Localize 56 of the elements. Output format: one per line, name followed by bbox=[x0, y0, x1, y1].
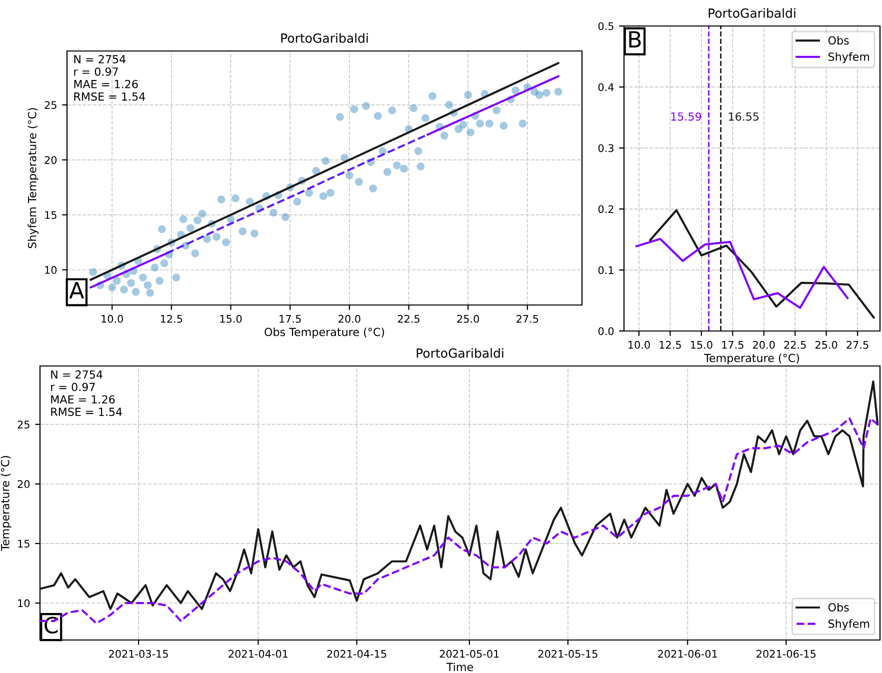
y-tick-label: 20 bbox=[44, 156, 57, 164]
y-tick-label: 10 bbox=[45, 266, 57, 274]
chart-title: PortoGaribaldi bbox=[281, 33, 368, 43]
y-tick-label: 15 bbox=[18, 540, 30, 548]
x-tick-label: 10.0 bbox=[102, 314, 123, 323]
y-axis-title: Shyfem Temperature (°C) bbox=[28, 108, 38, 248]
x-tick-label: 20.0 bbox=[753, 340, 775, 349]
y-tick-label: 20 bbox=[18, 480, 30, 488]
x-tick-label: 22.5 bbox=[784, 340, 806, 349]
x-tick-label: 17.5 bbox=[280, 315, 301, 323]
y-tick-label: 15 bbox=[45, 211, 56, 219]
x-tick-label: 10.0 bbox=[628, 340, 650, 349]
y-tick-label: 0.4 bbox=[598, 83, 614, 92]
annotation: B bbox=[629, 31, 641, 48]
annotation: N = 2754 r = 0.97 MAE = 1.26 RMSE = 1.54 bbox=[74, 55, 146, 101]
chart-title: PortoGaribaldi bbox=[708, 8, 796, 18]
x-tick-label: 12.5 bbox=[660, 340, 681, 349]
y-tick-label: 0.0 bbox=[598, 327, 614, 336]
x-tick-label: 25.0 bbox=[457, 314, 479, 323]
x-tick-label: 15.0 bbox=[690, 340, 712, 349]
x-tick-label: 2021-04-01 bbox=[228, 650, 288, 658]
x-tick-label: 2021-05-01 bbox=[440, 650, 499, 658]
annotation: A bbox=[69, 282, 84, 298]
y-tick-label: 25 bbox=[18, 420, 30, 428]
y-tick-label: 25 bbox=[44, 101, 56, 109]
line-series bbox=[40, 380, 879, 610]
x-tick-label: 2021-06-01 bbox=[658, 650, 717, 658]
x-tick-label: 15.0 bbox=[220, 314, 242, 323]
ref-line-label: 15.59 bbox=[671, 112, 702, 121]
x-tick-label: 17.5 bbox=[722, 341, 744, 349]
y-tick-label: 10 bbox=[18, 599, 30, 608]
x-axis-title: Obs Temperature (°C) bbox=[264, 328, 384, 338]
x-axis-title: Temperature (°C) bbox=[704, 354, 799, 364]
legend-label: Shyfem bbox=[828, 619, 870, 630]
x-tick-label: 2021-03-15 bbox=[109, 650, 168, 658]
legend-label: Obs bbox=[828, 36, 849, 45]
annotation: N = 2754 r = 0.97 MAE = 1.26 RMSE = 1.54 bbox=[51, 370, 122, 416]
x-tick-label: 20.0 bbox=[338, 314, 360, 323]
x-tick-label: 12.5 bbox=[160, 314, 182, 323]
x-tick-label: 27.5 bbox=[516, 314, 538, 323]
y-tick-label: 0.5 bbox=[598, 22, 614, 30]
chart-title: PortoGaribaldi bbox=[416, 348, 504, 358]
y-tick-label: 0.1 bbox=[598, 266, 614, 274]
x-tick-label: 2021-05-15 bbox=[538, 650, 598, 658]
x-tick-label: 25.0 bbox=[815, 340, 838, 349]
x-axis-title: Time bbox=[446, 662, 473, 672]
x-tick-label: 27.5 bbox=[846, 340, 868, 349]
y-axis-title: Temperature (°C) bbox=[0, 456, 12, 551]
legend-label: Obs bbox=[828, 602, 849, 612]
y-tick-label: 0.2 bbox=[598, 205, 614, 214]
ref-line-label: 16.55 bbox=[728, 112, 759, 121]
x-tick-label: 2021-06-15 bbox=[756, 650, 816, 658]
x-tick-label: 22.5 bbox=[398, 314, 420, 323]
legend-label: Shyfem bbox=[828, 52, 870, 64]
y-tick-label: 0.3 bbox=[598, 144, 614, 152]
x-tick-label: 2021-04-15 bbox=[327, 650, 386, 658]
